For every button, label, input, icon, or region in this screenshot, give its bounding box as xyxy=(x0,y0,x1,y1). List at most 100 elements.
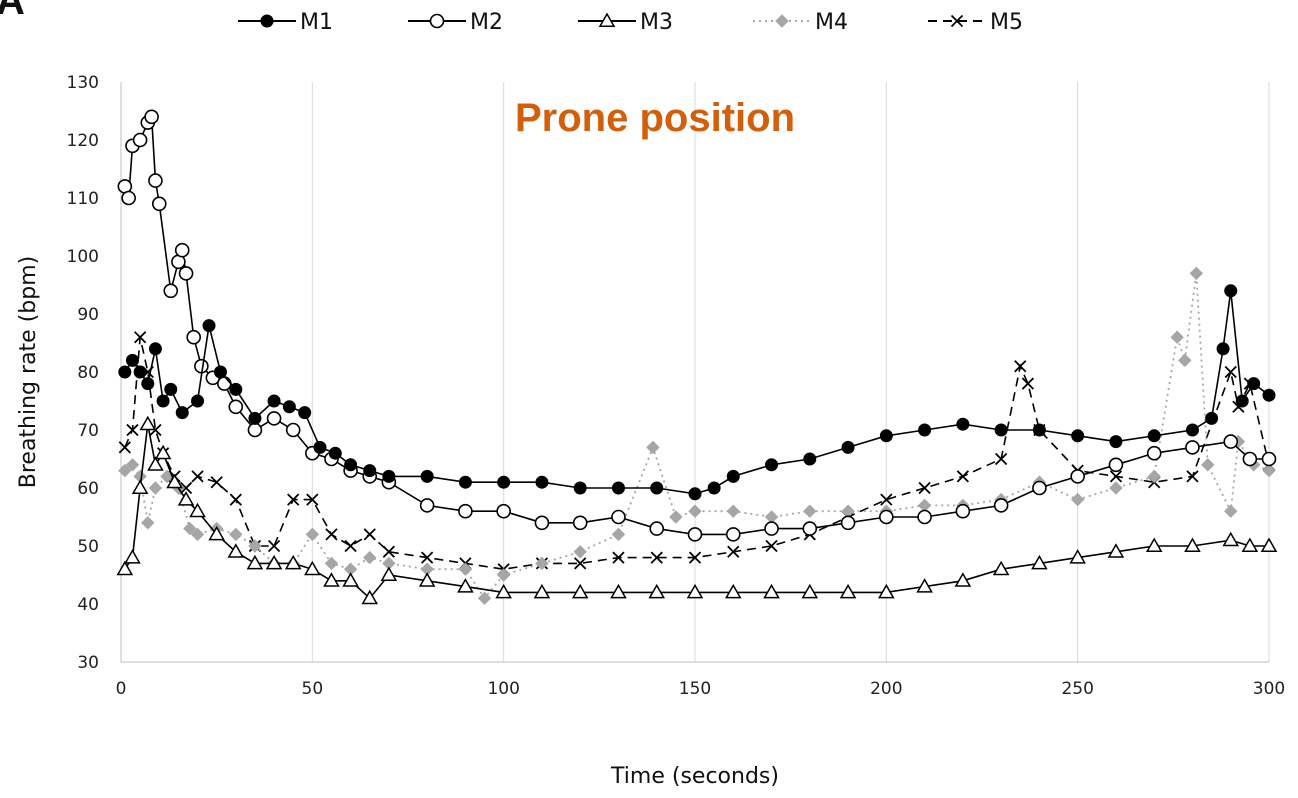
data-point-m5 xyxy=(956,470,970,483)
x-tick-label: 300 xyxy=(1253,679,1285,699)
data-point-m1 xyxy=(156,394,170,408)
data-point-m4 xyxy=(1070,492,1085,507)
data-point-m1 xyxy=(1247,377,1261,391)
data-point-m5 xyxy=(306,493,319,506)
legend-item-m3: M3 xyxy=(578,10,673,35)
data-point-m1 xyxy=(726,469,740,483)
data-point-m5 xyxy=(765,539,778,553)
data-point-m2 xyxy=(186,329,202,345)
data-point-m2 xyxy=(764,521,779,536)
data-point-m4 xyxy=(324,556,339,571)
data-point-m4 xyxy=(190,527,205,542)
legend-item-m1: M1 xyxy=(238,10,333,35)
data-point-m5 xyxy=(267,539,281,553)
data-point-m2 xyxy=(1242,451,1258,467)
data-point-m1 xyxy=(133,365,147,379)
data-point-m3 xyxy=(361,589,379,605)
data-point-m4 xyxy=(183,521,197,536)
data-point-m5 xyxy=(574,557,587,570)
data-point-m4 xyxy=(477,591,492,605)
data-point-m1 xyxy=(1147,429,1161,443)
series-m1 xyxy=(118,284,1276,501)
data-point-m1 xyxy=(1109,435,1123,449)
data-point-m5 xyxy=(420,551,434,564)
data-point-m2 xyxy=(879,509,894,525)
y-tick-label: 100 xyxy=(67,247,99,267)
data-point-m3 xyxy=(457,578,474,593)
data-point-m1 xyxy=(611,481,625,495)
data-point-m3 xyxy=(1069,549,1086,564)
data-point-m3 xyxy=(177,491,195,506)
data-point-m4 xyxy=(726,504,740,518)
data-point-m1 xyxy=(125,353,139,367)
data-point-m3 xyxy=(1222,531,1240,547)
data-point-m1 xyxy=(1032,423,1046,437)
data-point-m4 xyxy=(535,556,549,571)
data-point-m2 xyxy=(955,503,971,519)
y-tick-label: 60 xyxy=(77,479,99,499)
data-point-m1 xyxy=(164,382,178,396)
grid xyxy=(311,82,1270,662)
data-point-m1 xyxy=(313,440,327,454)
legend-marker xyxy=(429,13,445,29)
data-point-m5 xyxy=(688,551,702,564)
x-marker-stroke xyxy=(727,545,740,558)
data-point-m1 xyxy=(213,365,227,379)
data-point-m4 xyxy=(803,504,817,518)
data-point-m1 xyxy=(175,406,189,420)
x-marker-stroke xyxy=(1021,377,1035,390)
data-point-m1 xyxy=(202,319,216,333)
data-point-m2 xyxy=(174,242,190,258)
y-tick-label: 40 xyxy=(77,595,99,615)
chart-annotation: Prone position xyxy=(515,96,795,140)
data-point-m2 xyxy=(611,509,626,525)
x-tick-label: 0 xyxy=(116,679,127,699)
data-point-m2 xyxy=(121,190,136,206)
data-point-m2 xyxy=(217,376,232,391)
legend-label: M5 xyxy=(990,10,1023,35)
data-point-m5 xyxy=(363,528,376,541)
x-marker-stroke xyxy=(306,493,319,506)
data-point-m5 xyxy=(191,470,204,483)
x-marker-stroke xyxy=(688,551,702,564)
data-point-m1 xyxy=(650,481,664,495)
data-point-m1 xyxy=(328,446,342,460)
series-line-m5 xyxy=(124,337,1270,571)
y-tick-label: 70 xyxy=(77,421,99,441)
data-point-m1 xyxy=(1185,423,1199,437)
x-marker-stroke xyxy=(133,331,147,344)
data-point-m2 xyxy=(285,422,301,438)
data-point-m4 xyxy=(917,498,932,513)
x-marker-stroke xyxy=(650,551,663,564)
data-point-m4 xyxy=(764,510,779,524)
data-point-m3 xyxy=(992,560,1010,576)
data-point-m4 xyxy=(1147,469,1161,484)
data-point-m3 xyxy=(342,572,359,587)
data-point-m2 xyxy=(148,173,163,188)
data-point-m3 xyxy=(686,583,704,599)
data-point-m3 xyxy=(246,554,264,570)
x-marker-stroke xyxy=(325,528,338,541)
x-marker-stroke xyxy=(612,551,625,564)
data-point-m3 xyxy=(1241,537,1259,552)
data-point-m4 xyxy=(141,516,155,530)
data-point-m2 xyxy=(1108,457,1124,473)
data-point-m1 xyxy=(191,394,205,408)
data-point-m2 xyxy=(649,521,665,536)
data-point-m3 xyxy=(227,543,245,558)
x-marker-stroke xyxy=(1014,360,1027,373)
series-layer xyxy=(116,109,1278,605)
data-point-m5 xyxy=(994,452,1008,466)
y-tick-label: 30 xyxy=(77,653,99,673)
data-point-m4 xyxy=(305,527,320,542)
data-point-m4 xyxy=(229,527,243,542)
data-point-m2 xyxy=(151,196,167,212)
y-tick-label: 50 xyxy=(77,537,99,557)
data-point-m4 xyxy=(611,527,626,542)
data-point-m4 xyxy=(248,539,262,553)
x-marker-stroke xyxy=(126,423,139,437)
x-marker-stroke xyxy=(918,481,931,495)
data-point-m1 xyxy=(458,475,472,489)
data-point-m1 xyxy=(1262,388,1276,402)
data-point-m1 xyxy=(879,429,893,443)
